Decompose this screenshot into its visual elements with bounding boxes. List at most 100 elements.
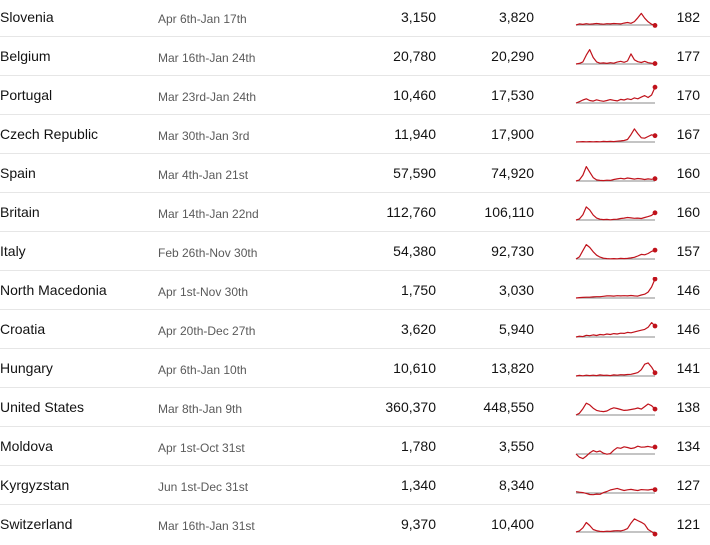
period-range: Apr 6th-Jan 17th [158, 12, 247, 26]
sparkline-series [575, 12, 656, 26]
sparkline-series [575, 362, 656, 377]
country-name: Belgium [0, 48, 51, 64]
sparkline-end-point [652, 444, 658, 450]
sparkline-series [575, 206, 656, 221]
period-range: Mar 14th-Jan 22nd [158, 207, 259, 221]
sparkline-series [575, 278, 656, 299]
value-b: 448,550 [483, 399, 534, 415]
value-b: 8,340 [498, 477, 534, 493]
sparkline-series [575, 402, 656, 416]
country-name: Portugal [0, 87, 53, 103]
table-row: Switzerland Mar 16th-Jan 31st 9,370 10,400 1… [0, 505, 710, 544]
sparkline-series [575, 48, 656, 65]
value-a: 9,370 [400, 516, 436, 532]
country-name: Czech Republic [0, 126, 99, 142]
period-range: Jun 1st-Dec 31st [158, 480, 249, 494]
country-name: Moldova [0, 438, 53, 454]
value-a: 360,370 [385, 399, 436, 415]
country-name: Spain [0, 165, 36, 181]
sparkline-end-point [652, 531, 658, 537]
value-b: 17,900 [491, 126, 534, 142]
value-a: 11,940 [394, 126, 436, 142]
score-value: 160 [676, 165, 700, 181]
period-range: Mar 16th-Jan 24th [158, 51, 256, 65]
table-row: Slovenia Apr 6th-Jan 17th 3,150 3,820 182 [0, 0, 710, 37]
value-a: 3,150 [400, 9, 436, 25]
period-range: Mar 16th-Jan 31st [158, 519, 255, 533]
table-row: Belgium Mar 16th-Jan 24th 20,780 20,290 177 [0, 37, 710, 76]
table-row: Hungary Apr 6th-Jan 10th 10,610 13,820 141 [0, 349, 710, 388]
sparkline-series [575, 487, 656, 496]
value-b: 106,110 [484, 204, 534, 220]
score-value: 121 [676, 516, 700, 532]
sparkline-series [575, 128, 656, 143]
sparkline [575, 12, 658, 28]
sparkline-end-point [652, 323, 658, 329]
table-row: Spain Mar 4th-Jan 21st 57,590 74,920 160 [0, 154, 710, 193]
sparkline-end-point [652, 84, 658, 90]
value-a: 112,760 [386, 204, 436, 220]
sparkline [575, 277, 658, 299]
value-b: 3,820 [498, 9, 534, 25]
value-b: 5,940 [498, 321, 534, 337]
period-range: Apr 1st-Oct 31st [158, 441, 245, 455]
value-b: 20,290 [491, 48, 534, 64]
sparkline [575, 128, 658, 143]
value-a: 1,750 [400, 282, 436, 298]
table-row: Czech Republic Mar 30th-Jan 3rd 11,940 17,9… [0, 115, 710, 154]
table-row: Croatia Apr 20th-Dec 27th 3,620 5,940 146 [0, 310, 710, 349]
value-a: 10,460 [393, 87, 436, 103]
score-value: 182 [676, 9, 700, 25]
value-b: 10,400 [491, 516, 534, 532]
country-name: Britain [0, 204, 40, 220]
period-range: Mar 4th-Jan 21st [158, 168, 249, 182]
sparkline [575, 84, 658, 104]
sparkline-end-point [652, 277, 658, 282]
score-value: 146 [676, 321, 700, 337]
score-value: 157 [676, 243, 700, 259]
country-name: Kyrgyzstan [0, 477, 70, 493]
sparkline-end-point [652, 133, 658, 139]
score-value: 146 [676, 282, 700, 298]
table-row: Italy Feb 26th-Nov 30th 54,380 92,730 157 [0, 232, 710, 271]
value-a: 57,590 [393, 165, 436, 181]
value-b: 3,550 [498, 438, 534, 454]
sparkline [575, 444, 658, 460]
value-a: 1,340 [400, 477, 436, 493]
country-name: United States [0, 399, 85, 415]
table-row: United States Mar 8th-Jan 9th 360,370 448,5… [0, 388, 710, 427]
country-name: Slovenia [0, 9, 54, 25]
score-value: 160 [676, 204, 700, 220]
period-range: Apr 6th-Jan 10th [158, 363, 247, 377]
value-a: 54,380 [393, 243, 436, 259]
sparkline-series [575, 165, 656, 182]
sparkline [575, 518, 658, 537]
sparkline-series [575, 86, 656, 104]
period-range: Feb 26th-Nov 30th [158, 246, 258, 260]
sparkline-end-point [652, 406, 658, 412]
period-range: Apr 20th-Dec 27th [158, 324, 256, 338]
table-row: Portugal Mar 23rd-Jan 24th 10,460 17,530 170 [0, 76, 710, 115]
sparkline [575, 402, 658, 416]
sparkline-end-point [652, 370, 658, 376]
sparkline [575, 165, 658, 182]
value-a: 20,780 [393, 48, 436, 64]
table-row: Moldova Apr 1st-Oct 31st 1,780 3,550 134 [0, 427, 710, 466]
table-row: North Macedonia Apr 1st-Nov 30th 1,750 3,03… [0, 271, 710, 310]
period-range: Mar 23rd-Jan 24th [158, 90, 257, 104]
sparkline [575, 487, 658, 496]
sparkline-series [575, 445, 656, 460]
country-name: Switzerland [0, 516, 73, 532]
value-a: 3,620 [400, 321, 436, 337]
sparkline-series [575, 243, 656, 260]
score-value: 177 [676, 48, 700, 64]
sparkline [575, 243, 658, 260]
table-row: Britain Mar 14th-Jan 22nd 112,760 106,110 16… [0, 193, 710, 232]
value-b: 92,730 [491, 243, 534, 259]
score-value: 134 [676, 438, 700, 454]
sparkline-end-point [652, 176, 658, 182]
sparkline-series [575, 518, 656, 535]
period-range: Apr 1st-Nov 30th [158, 285, 249, 299]
sparkline-end-point [652, 23, 658, 28]
